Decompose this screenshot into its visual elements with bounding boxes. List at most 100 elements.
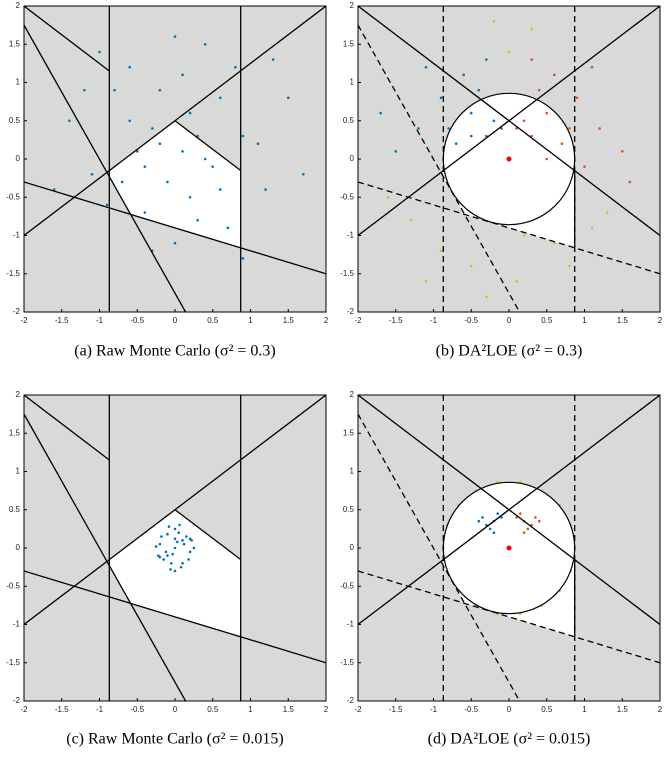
y-tick-label: -1.5 (6, 269, 20, 278)
y-tick-label: -0.5 (6, 192, 20, 201)
boundary-line (358, 24, 521, 312)
x-tick-label: 1 (248, 316, 253, 325)
point (590, 226, 594, 230)
caption: (c) Raw Monte Carlo (σ² = 0.015) (66, 731, 284, 748)
point (143, 211, 147, 214)
y-tick-label: 1.5 (343, 39, 355, 48)
point (179, 565, 183, 569)
point (485, 295, 488, 299)
point (158, 88, 162, 92)
panel: -2 -1.5 -1 -0.5 0 0.5 1 1.5 2 -2 -1.5 -1 -0.5 0 0.5 1 1.… (340, 1, 663, 360)
point (234, 65, 237, 69)
point (537, 88, 541, 92)
y-tick-label: -1 (347, 231, 355, 240)
point (417, 127, 420, 130)
point (469, 111, 473, 115)
point (485, 58, 488, 61)
y-tick-label: 1.5 (9, 428, 21, 437)
boundary-line (358, 181, 660, 275)
point (203, 157, 207, 161)
plot-area (358, 395, 660, 701)
center-point (506, 545, 512, 551)
x-tick-label: 0.5 (207, 316, 219, 325)
boundary-line (24, 181, 326, 275)
x-tick-label: -1.5 (389, 316, 403, 325)
point (522, 531, 526, 534)
point (628, 180, 632, 184)
y-tick-label: 0.5 (343, 505, 355, 514)
y-tick-label: 0.5 (9, 116, 21, 125)
y-tick-label: 0.5 (9, 505, 21, 514)
y-tick-label: 0 (350, 543, 355, 552)
point (181, 73, 184, 77)
boundary-line (24, 395, 110, 461)
point (492, 531, 496, 534)
point (477, 88, 481, 92)
point (164, 550, 168, 554)
y-tick-label: -1 (13, 231, 21, 240)
x-tick-label: 1.5 (283, 705, 295, 714)
x-tick-label: -1 (96, 705, 104, 714)
y-tick-label: -0.5 (340, 581, 354, 590)
y-tick-label: -1 (347, 620, 355, 629)
point (173, 546, 177, 550)
x-tick-label: -1.5 (55, 705, 69, 714)
point (553, 241, 556, 245)
y-tick-label: -2 (13, 307, 21, 316)
point (196, 218, 199, 222)
point (620, 150, 624, 153)
point (286, 96, 290, 100)
x-tick-label: 2 (324, 316, 329, 325)
boundary-line (358, 413, 521, 701)
point (439, 249, 443, 253)
panel: -2 -1.5 -1 -0.5 0 0.5 1 1.5 2 -2 -1.5 -1 -0.5 0 0.5 1 1.… (6, 390, 329, 748)
y-tick-label: 0.5 (343, 116, 355, 125)
point (590, 65, 594, 69)
point (394, 150, 398, 153)
point (264, 188, 267, 191)
plot-area (24, 6, 326, 312)
point (226, 226, 230, 230)
caption: (d) DA²LOE (σ² = 0.015) (428, 731, 591, 748)
y-tick-label: -1 (13, 620, 21, 629)
x-tick-label: -2 (20, 705, 28, 714)
point (256, 142, 260, 145)
y-tick-label: 1.5 (343, 428, 355, 437)
point (158, 542, 162, 546)
point (424, 280, 428, 283)
point (151, 127, 154, 130)
point (515, 280, 518, 283)
x-tick-label: 1.5 (283, 316, 295, 325)
point (526, 527, 530, 531)
point (98, 50, 101, 54)
point (568, 264, 571, 268)
x-tick-label: -1.5 (389, 705, 403, 714)
point (545, 157, 549, 161)
boundary-line (174, 120, 242, 171)
y-tick-label: 1.5 (9, 39, 21, 48)
x-tick-label: -0.5 (130, 705, 144, 714)
y-tick-label: -2 (347, 696, 355, 705)
point (492, 20, 496, 23)
y-tick-label: -0.5 (340, 192, 354, 201)
x-tick-label: 0.5 (541, 705, 553, 714)
x-tick-label: -2 (20, 316, 28, 325)
point (469, 264, 473, 268)
point (522, 119, 526, 123)
point (143, 165, 147, 168)
point (188, 195, 192, 199)
point (173, 569, 177, 573)
y-tick-label: -2 (13, 696, 21, 705)
point (173, 241, 177, 245)
x-tick-label: -2 (354, 316, 362, 325)
y-tick-label: 1 (350, 467, 355, 476)
y-tick-label: 1 (350, 78, 355, 87)
point (530, 27, 533, 31)
boundary-line (24, 24, 187, 312)
point (178, 523, 181, 527)
y-tick-label: 0 (16, 543, 21, 552)
boundary-line (174, 509, 242, 560)
point (167, 525, 171, 528)
